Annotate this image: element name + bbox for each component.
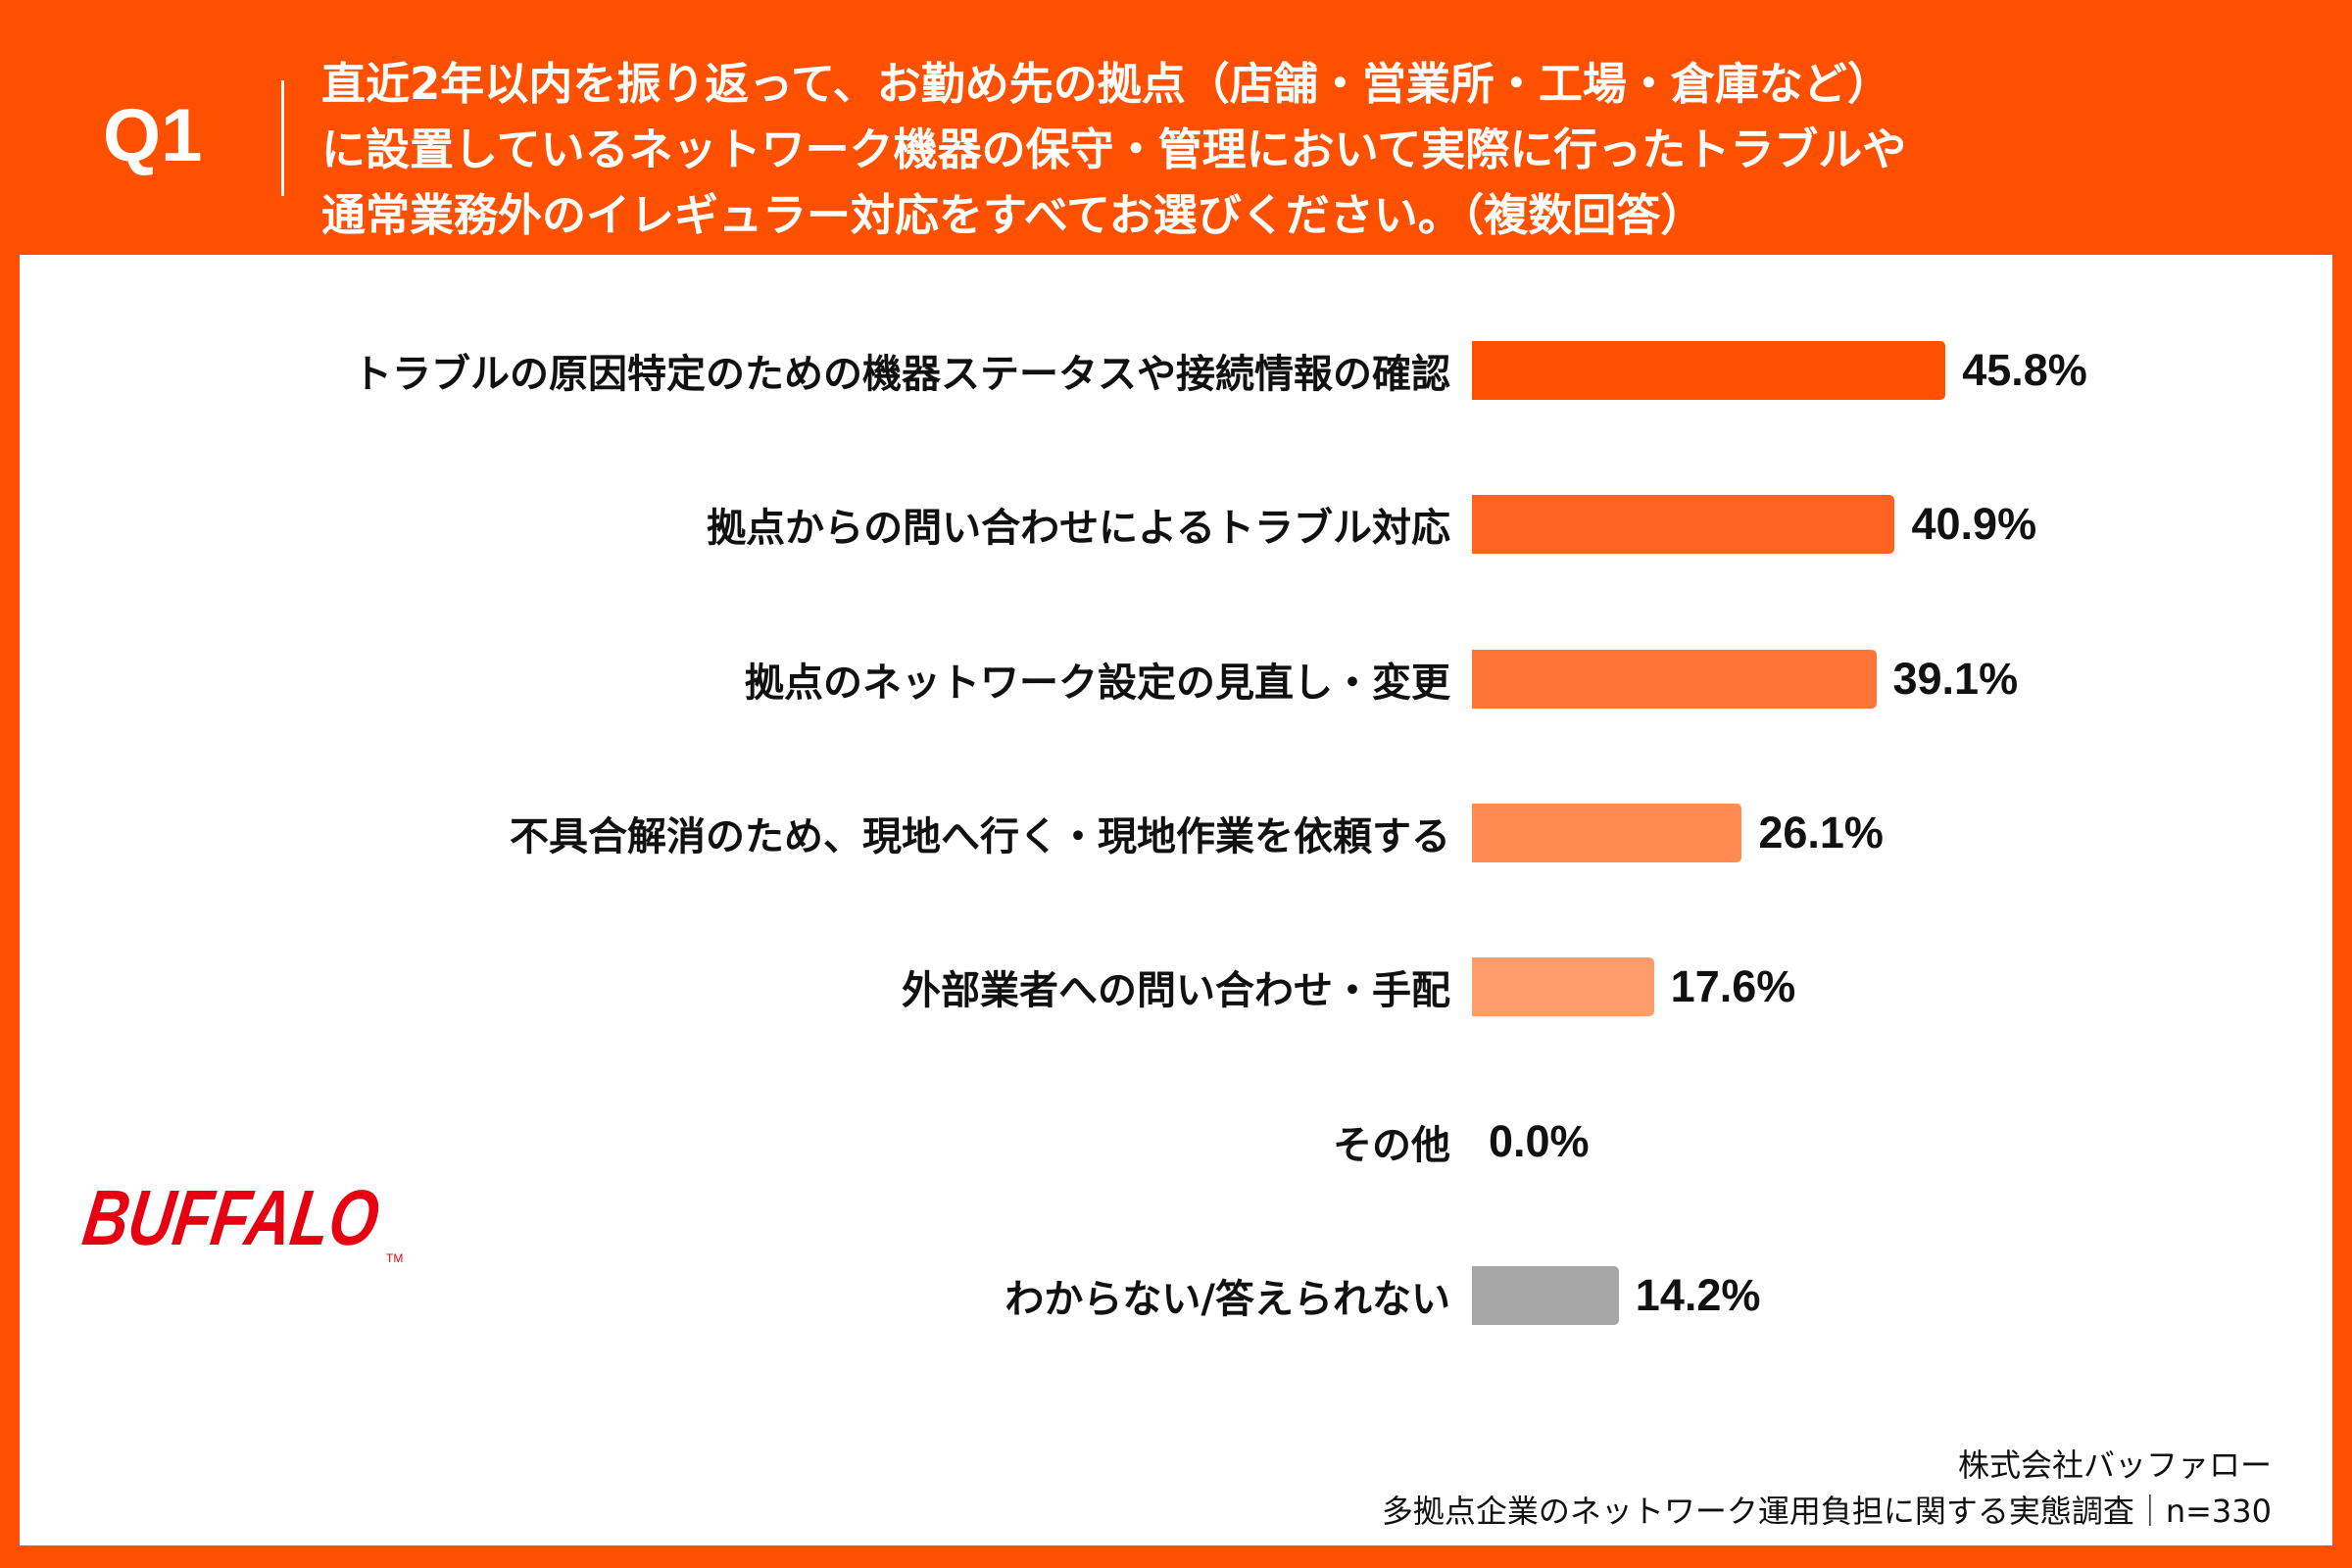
- title-line: 直近2年以内を振り返って、お勤め先の拠点（店舗・営業所・工場・倉庫など）: [321, 58, 1891, 110]
- value-label: 39.1%: [1892, 653, 2019, 704]
- bar: [1472, 649, 1877, 709]
- title-line: に設置しているネットワーク機器の保守・管理において実際に行ったトラブルや: [321, 123, 1907, 175]
- category-label: 外部業者への問い合わせ・手配: [902, 968, 1450, 1014]
- value-label: 14.2%: [1635, 1269, 1761, 1320]
- category-label: トラブルの原因特定のための機器ステータスや接続情報の確認: [353, 352, 1450, 397]
- value-label: 45.8%: [1962, 345, 2087, 395]
- bar: [1472, 803, 1742, 862]
- category-label: わからない/答えられない: [1004, 1276, 1450, 1322]
- bar: [1472, 495, 1895, 555]
- bar: [1472, 341, 1946, 400]
- category-label: 拠点からの問い合わせによるトラブル対応: [707, 506, 1450, 552]
- question-title: 直近2年以内を振り返って、お勤め先の拠点（店舗・営業所・工場・倉庫など） に設置…: [321, 51, 2281, 248]
- footer-survey: 多拠点企業のネットワーク運用負担に関する実態調査｜n=330: [1381, 1493, 2272, 1530]
- category-label: 不具合解消のため、現地へ行く・現地作業を依頼する: [510, 813, 1450, 859]
- chart-panel: [20, 255, 2332, 1545]
- value-label: 26.1%: [1758, 807, 1884, 858]
- value-label: 0.0%: [1489, 1115, 1590, 1166]
- bar: [1472, 1265, 1619, 1325]
- buffalo-logo: BUFFALO TM: [78, 1176, 404, 1265]
- title-line: 通常業務外のイレギュラー対応をすべてお選びください。（複数回答）: [321, 189, 1705, 241]
- svg-text:BUFFALO: BUFFALO: [78, 1176, 385, 1262]
- category-label: 拠点のネットワーク設定の見直し・変更: [745, 660, 1450, 706]
- value-label: 17.6%: [1670, 961, 1796, 1012]
- footer-company: 株式会社バッファロー: [1957, 1446, 2272, 1484]
- bar: [1472, 957, 1654, 1017]
- value-label: 40.9%: [1911, 499, 2037, 550]
- category-label: その他: [1333, 1122, 1450, 1168]
- svg-text:TM: TM: [386, 1251, 403, 1265]
- header-divider: [281, 80, 284, 196]
- question-number: Q1: [103, 94, 203, 177]
